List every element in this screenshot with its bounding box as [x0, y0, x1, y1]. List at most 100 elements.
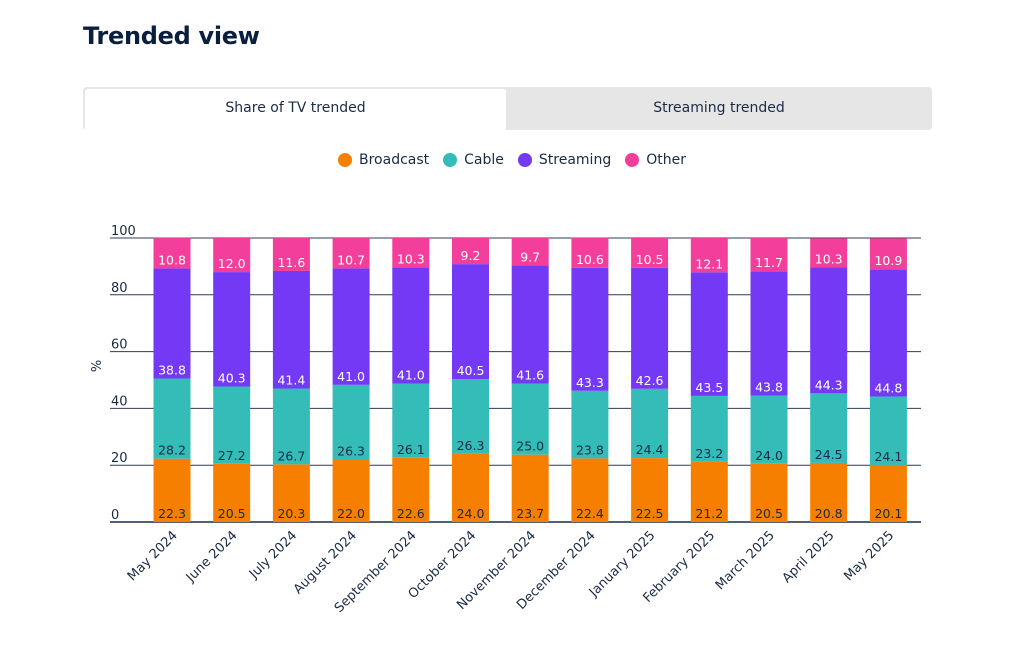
legend-label-streaming: Streaming: [538, 152, 612, 168]
y-tick-label: 40: [111, 394, 128, 409]
bar-segment-broadcast: [272, 464, 310, 522]
data-label-broadcast: 22.4: [576, 506, 604, 521]
bar-segment-cable: [392, 383, 430, 458]
data-label-cable: 24.5: [815, 447, 843, 462]
tab-share-of-tv-trended[interactable]: Share of TV trended: [85, 89, 506, 130]
data-label-broadcast: 24.0: [457, 506, 485, 521]
data-label-broadcast: 22.6: [397, 506, 425, 521]
data-label-streaming: 41.6: [516, 368, 544, 383]
bar-segment-broadcast: [332, 459, 370, 522]
data-label-other: 9.7: [520, 250, 540, 265]
bar-segment-streaming: [452, 264, 489, 380]
bar-segment-streaming: [690, 272, 728, 396]
data-label-streaming: 43.8: [755, 380, 783, 395]
data-label-broadcast: 20.3: [277, 506, 305, 521]
page-title: Trended view: [83, 22, 260, 50]
legend-label-other: Other: [646, 152, 686, 168]
bar-segment-other: [750, 238, 788, 272]
bar-segment-broadcast: [810, 462, 848, 522]
data-label-other: 10.6: [576, 252, 604, 267]
bar-segment-other: [272, 238, 310, 271]
bar-segment-cable: [332, 384, 370, 460]
bar-segment-other: [571, 237, 609, 268]
bar-segment-streaming: [153, 268, 191, 379]
bar-segment-other: [631, 238, 669, 268]
data-label-streaming: 41.4: [277, 373, 305, 388]
data-label-broadcast: 20.8: [815, 506, 843, 521]
x-tick-label: March 2025: [713, 528, 778, 593]
chart-legend: Broadcast Cable Streaming Other: [0, 150, 1024, 170]
data-label-other: 10.9: [874, 253, 902, 268]
data-label-cable: 23.8: [576, 442, 604, 457]
data-label-other: 11.7: [755, 255, 783, 270]
data-label-cable: 26.3: [457, 438, 485, 453]
data-label-broadcast: 20.5: [218, 506, 246, 521]
data-label-cable: 23.2: [695, 446, 723, 461]
bar-segment-broadcast: [213, 463, 251, 522]
data-label-streaming: 41.0: [337, 369, 365, 384]
bar-segment-streaming: [511, 265, 549, 384]
data-label-cable: 26.1: [397, 442, 425, 457]
data-label-other: 10.8: [158, 252, 186, 267]
y-tick-label: 80: [111, 281, 128, 296]
bar-segment-other: [332, 238, 370, 269]
bar-segment-streaming: [869, 269, 907, 397]
bar-segment-cable: [511, 383, 549, 455]
bar-segment-other: [213, 238, 251, 273]
bar-segment-cable: [690, 395, 728, 462]
data-label-streaming: 41.0: [397, 368, 425, 383]
data-label-cable: 28.2: [158, 443, 186, 458]
bar-segment-other: [869, 238, 907, 270]
bar-segment-broadcast: [452, 453, 489, 522]
bar-segment-other: [511, 238, 549, 266]
bar-segment-other: [153, 237, 191, 269]
bar-segment-cable: [750, 395, 788, 464]
data-label-streaming: 40.5: [457, 363, 485, 378]
bar-segment-broadcast: [571, 458, 609, 522]
y-tick-label: 60: [111, 338, 128, 353]
data-label-other: 11.6: [277, 255, 305, 270]
data-label-broadcast: 22.5: [636, 506, 664, 521]
y-tick-label: 0: [111, 508, 119, 523]
legend-item-other[interactable]: Other: [625, 150, 686, 170]
data-label-other: 9.2: [461, 248, 481, 263]
data-label-streaming: 44.8: [874, 380, 902, 395]
bar-segment-cable: [213, 386, 251, 464]
data-label-streaming: 43.3: [576, 375, 604, 390]
y-tick-label: 20: [111, 451, 128, 466]
legend-item-broadcast[interactable]: Broadcast: [338, 150, 429, 170]
data-label-other: 12.0: [218, 256, 246, 271]
bar-segment-broadcast: [511, 454, 549, 522]
data-label-cable: 26.7: [277, 448, 305, 463]
legend-item-streaming[interactable]: Streaming: [517, 150, 612, 170]
y-tick-label: 100: [111, 224, 136, 239]
legend-swatch-broadcast: [338, 153, 352, 167]
bar-segment-broadcast: [869, 464, 907, 522]
data-label-broadcast: 23.7: [516, 506, 544, 521]
bar-segment-streaming: [571, 267, 609, 391]
data-label-broadcast: 20.1: [874, 506, 902, 521]
data-label-broadcast: 21.2: [695, 506, 723, 521]
bar-segment-cable: [571, 390, 609, 459]
legend-item-cable[interactable]: Cable: [443, 150, 504, 170]
legend-swatch-cable: [443, 153, 458, 167]
tab-streaming-trended[interactable]: Streaming trended: [653, 100, 785, 116]
legend-swatch-streaming: [517, 153, 532, 167]
x-tick-label: May 2024: [125, 528, 181, 584]
data-label-other: 10.7: [337, 252, 365, 267]
bar-segment-streaming: [213, 272, 251, 387]
bar-segment-other: [392, 238, 430, 268]
bar-segment-broadcast: [631, 458, 669, 522]
bar-segment-streaming: [332, 268, 370, 385]
bar-segment-streaming: [631, 267, 669, 389]
legend-label-cable: Cable: [464, 152, 504, 168]
bar-segment-streaming: [272, 270, 310, 389]
data-label-streaming: 43.5: [695, 380, 723, 395]
bar-segment-streaming: [810, 267, 848, 394]
data-label-other: 12.1: [695, 256, 723, 271]
bar-segment-cable: [631, 388, 669, 459]
x-tick-label: July 2024: [246, 528, 300, 582]
data-label-cable: 24.4: [636, 442, 664, 457]
data-label-other: 10.3: [397, 251, 425, 266]
